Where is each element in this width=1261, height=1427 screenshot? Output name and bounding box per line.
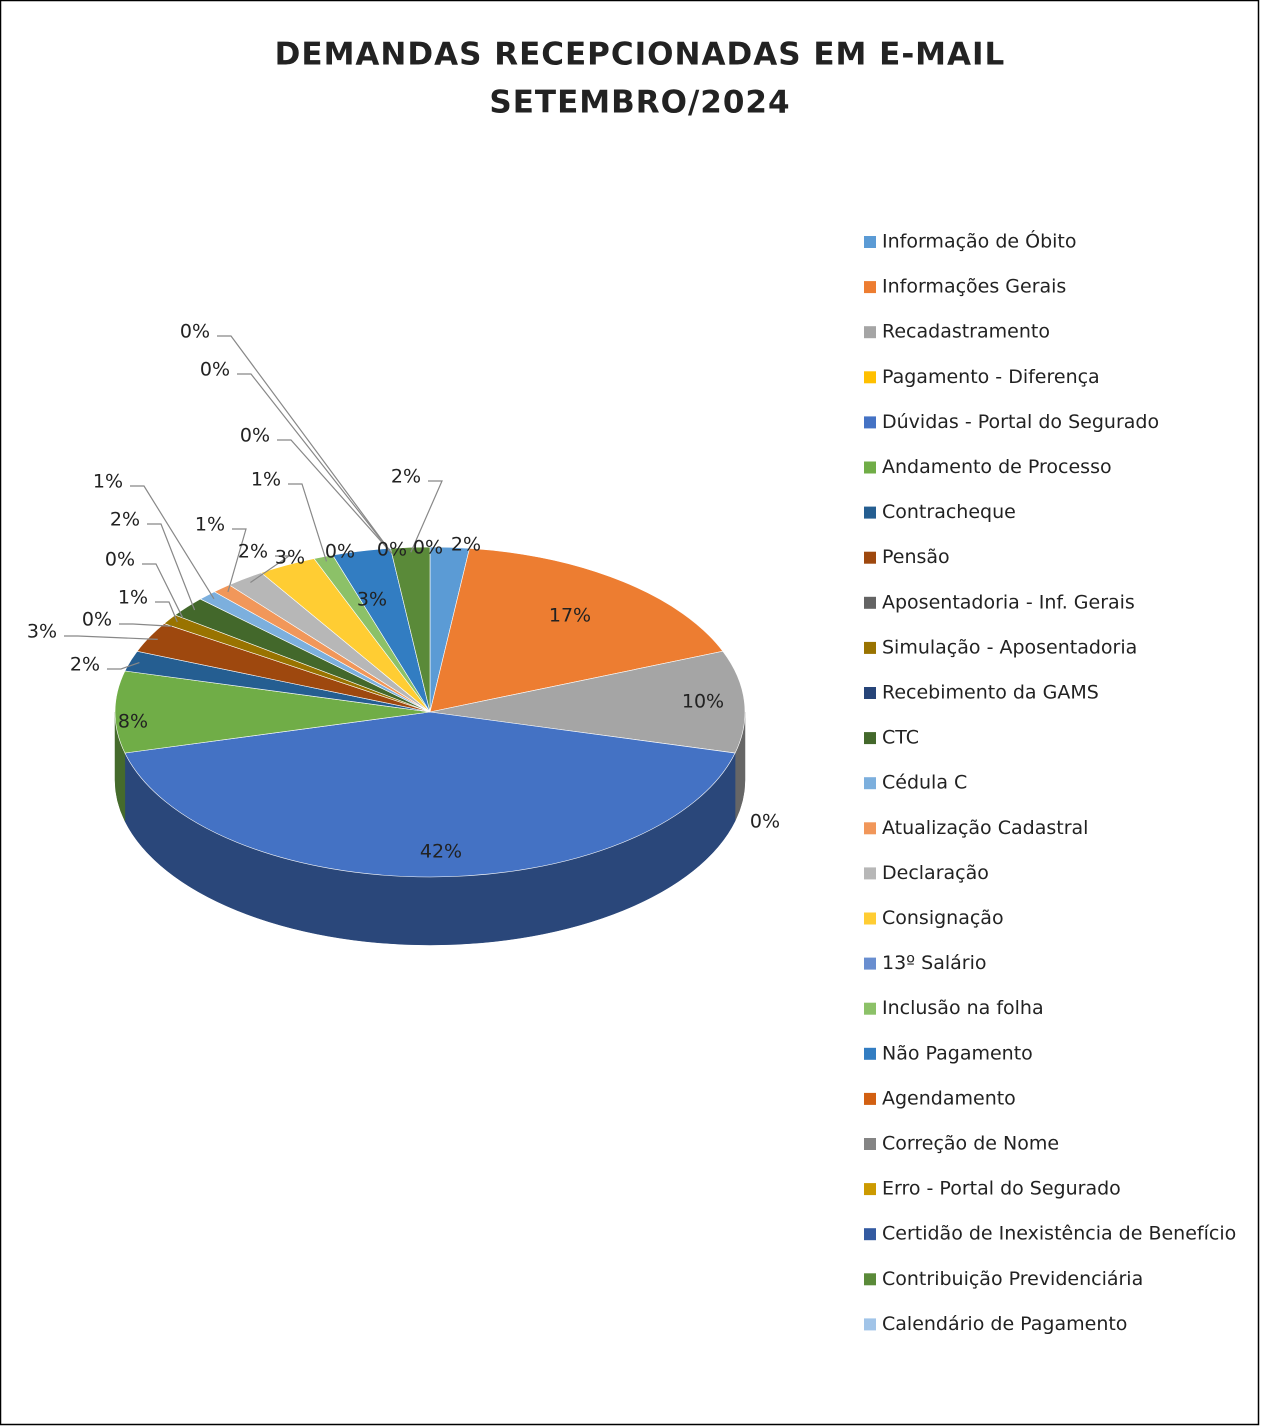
leader-line (155, 601, 178, 623)
pie-sides (114, 711, 746, 946)
data-label: 0% (750, 811, 780, 833)
legend-label: Inclusão na folha (882, 997, 1044, 1019)
data-label: 1% (118, 587, 148, 609)
leader-line (410, 480, 443, 553)
legend-swatch (864, 1318, 876, 1331)
leader-line (217, 335, 393, 554)
legend-label: Informações Gerais (882, 276, 1066, 298)
data-label: 1% (251, 469, 281, 491)
legend-swatch (864, 912, 876, 925)
pie-slice (429, 650, 746, 754)
leader-line (250, 555, 291, 584)
leader-line (142, 563, 184, 619)
legend-label: Certidão de Inexistência de Benefício (882, 1223, 1236, 1245)
legend-swatch (864, 326, 876, 339)
data-label: 0% (413, 537, 443, 559)
data-label: 10% (682, 691, 724, 713)
pie-slice (429, 547, 724, 713)
pie-slice (390, 546, 431, 713)
chart-title: SETEMBRO/2024 (489, 85, 790, 121)
pie-slice (124, 711, 736, 878)
data-label: 2% (70, 654, 100, 676)
leader-line (277, 439, 393, 554)
legend-label: Erro - Portal do Segurado (882, 1178, 1121, 1200)
pie-tops (114, 546, 746, 878)
legend-label: Calendário de Pagamento (882, 1313, 1127, 1335)
chart-title: DEMANDAS RECEPCIONADAS EM E-MAIL (275, 37, 1006, 73)
legend-label: Correção de Nome (882, 1133, 1059, 1155)
data-label: 1% (195, 514, 225, 536)
legend-label: Aposentadoria - Inf. Gerais (882, 591, 1135, 613)
legend-label: Pagamento - Diferença (882, 366, 1100, 388)
legend-swatch (864, 1092, 876, 1105)
data-label: 2% (451, 534, 481, 556)
legend-swatch (864, 236, 876, 248)
legend-swatch (864, 1228, 876, 1241)
legend-label: Dúvidas - Portal do Segurado (882, 411, 1159, 433)
leader-line (107, 661, 140, 670)
legend-swatch (864, 461, 876, 474)
data-label: 0% (105, 549, 135, 571)
data-label: 3% (357, 589, 387, 611)
data-label: 17% (549, 605, 591, 627)
data-label: 8% (118, 711, 148, 733)
data-label: 42% (420, 841, 462, 863)
data-label: 0% (325, 541, 355, 563)
legend-swatch (864, 551, 876, 564)
legend-label: Não Pagamento (882, 1042, 1033, 1064)
legend-swatch (864, 1273, 876, 1286)
legend-swatch (864, 641, 876, 654)
leader-line (130, 485, 215, 600)
legend-swatch (864, 777, 876, 790)
data-label: 0% (180, 321, 210, 343)
legend-label: CTC (882, 727, 919, 749)
legend-swatch (864, 596, 876, 609)
legend-label: Atualização Cadastral (882, 817, 1088, 839)
data-label: 3% (27, 621, 57, 643)
legend-label: Pensão (882, 546, 950, 568)
legend-label: Recadastramento (882, 321, 1050, 343)
leader-line (227, 528, 247, 593)
data-label: 2% (391, 466, 421, 488)
legend-swatch (864, 1047, 876, 1060)
legend-swatch (864, 687, 876, 699)
legend-swatch (864, 1183, 876, 1196)
data-label: 1% (93, 471, 123, 493)
leader-line (119, 623, 173, 627)
leader-line (288, 483, 328, 562)
data-label: 2% (110, 509, 140, 531)
legend-label: Cédula C (882, 772, 967, 794)
legend-swatch (864, 371, 876, 384)
legend-swatch (864, 1002, 876, 1015)
legend-swatch (864, 732, 876, 745)
legend-label: 13º Salário (882, 952, 987, 974)
data-label: 0% (200, 359, 230, 381)
legend-label: Andamento de Processo (882, 456, 1112, 478)
data-label: 3% (275, 547, 305, 569)
data-label: 0% (82, 609, 112, 631)
data-label: 0% (240, 425, 270, 447)
legend-swatch (864, 867, 876, 880)
legend-label: Recebimento da GAMS (882, 682, 1099, 704)
legend-label: Agendamento (882, 1087, 1016, 1109)
legend-swatch (864, 281, 876, 294)
legend-swatch (864, 416, 876, 429)
leader-line (237, 373, 393, 554)
legend-swatch (864, 822, 876, 835)
leader-line (64, 635, 158, 640)
leader-line (147, 523, 196, 611)
legend-label: Simulação - Aposentadoria (882, 636, 1137, 658)
legend-swatch (864, 957, 876, 970)
data-label: 0% (377, 539, 407, 561)
data-label: 2% (238, 541, 268, 563)
legend-label: Contracheque (882, 501, 1016, 523)
legend-label: Contribuição Previdenciária (882, 1268, 1143, 1290)
legend-label: Declaração (882, 862, 989, 884)
legend-swatch (864, 506, 876, 519)
legend-label: Consignação (882, 907, 1004, 929)
legend-label: Informação de Óbito (882, 229, 1077, 253)
pie-slice (114, 670, 431, 754)
legend-swatch (864, 1138, 876, 1150)
